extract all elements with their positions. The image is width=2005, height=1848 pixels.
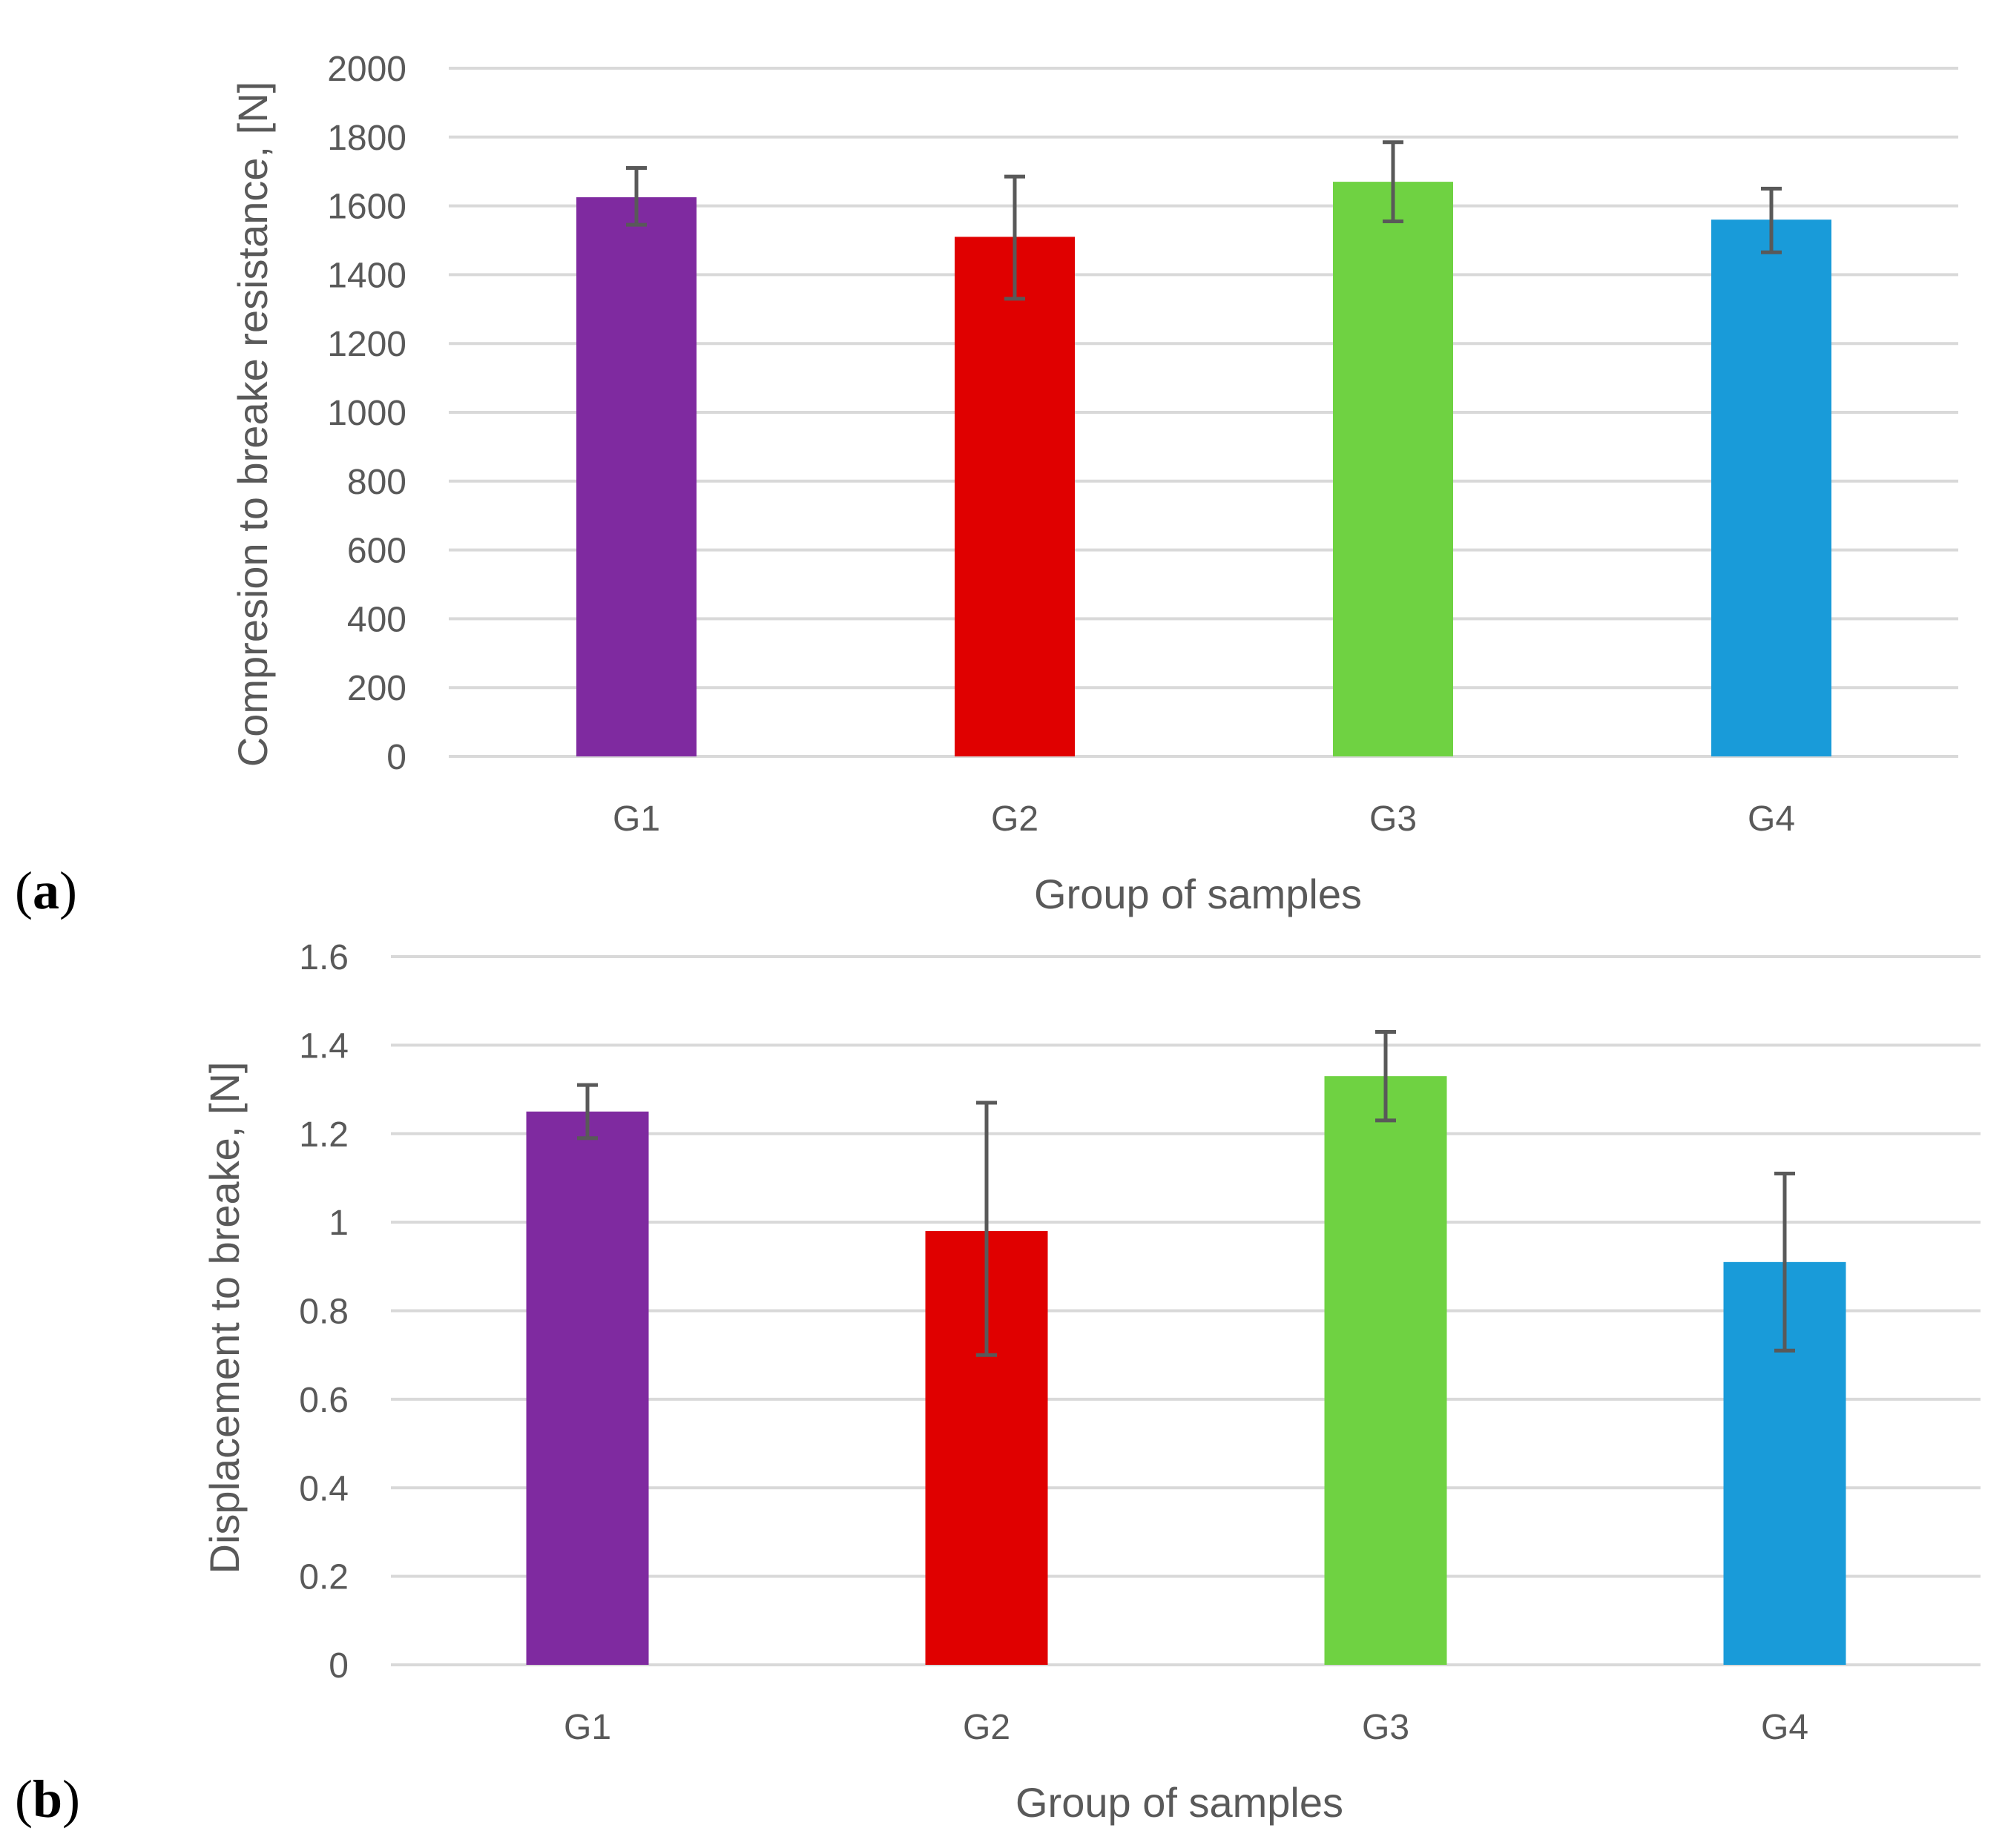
x-tick-label-g1: G1 (613, 799, 660, 839)
error-bar-g4 (1774, 1171, 1795, 1353)
y-tick-label: 1400 (327, 256, 406, 295)
y-tick-label: 600 (347, 532, 406, 571)
y-tick-label: 2000 (327, 50, 406, 89)
error-bar-g2 (1004, 174, 1025, 301)
bar-g1 (526, 1111, 649, 1665)
y-tick-label: 1.4 (299, 1026, 349, 1066)
error-bar-g2 (976, 1100, 997, 1357)
error-bars-a (626, 140, 1782, 301)
y-axis-title-b: Displacement to breake, [N] (201, 1062, 248, 1574)
bar-g3 (1324, 1076, 1447, 1665)
y-tick-label: 0.8 (299, 1293, 349, 1332)
chart-panel-a: 0 200 400 600 800 1000 1200 1400 1600 1800 2000 G1… (15, 50, 1958, 920)
y-tick-labels-b: 0 0.2 0.4 0.6 0.8 1 1.2 1.4 1.6 (299, 938, 349, 1686)
x-axis-title-b: Group of samples (1015, 1779, 1343, 1826)
y-tick-label: 800 (347, 463, 406, 502)
y-axis-title-a: Compresion to breake resistance, [N] (229, 82, 276, 767)
panel-label-b: (b) (15, 1769, 80, 1829)
x-tick-labels-b: G1 G2 G3 G4 (564, 1708, 1808, 1747)
y-tick-label: 1800 (327, 119, 406, 158)
y-tick-labels-a: 0 200 400 600 800 1000 1200 1400 1600 1800 2000 (327, 50, 406, 777)
y-tick-label: 1.2 (299, 1115, 349, 1155)
y-tick-label: 1200 (327, 325, 406, 364)
y-tick-label: 400 (347, 600, 406, 639)
bars-a (576, 182, 1831, 756)
y-tick-label: 0.4 (299, 1469, 349, 1508)
bars-b (526, 1076, 1846, 1665)
bar-g4 (1711, 220, 1831, 756)
error-bars-b (577, 1029, 1795, 1357)
x-tick-label-g4: G4 (1761, 1708, 1808, 1747)
error-bar-g4 (1761, 186, 1782, 254)
error-bar-g1 (626, 166, 647, 227)
x-tick-label-g4: G4 (1748, 799, 1795, 839)
y-tick-label: 1000 (327, 394, 406, 433)
x-tick-label-g3: G3 (1362, 1708, 1409, 1747)
y-tick-label: 1.6 (299, 938, 349, 977)
error-bar-g3 (1375, 1029, 1396, 1123)
chart-panel-b: 0 0.2 0.4 0.6 0.8 1 1.2 1.4 1.6 G1 G2 G3 G4 Displac… (15, 938, 1981, 1829)
y-tick-label: 200 (347, 669, 406, 708)
x-tick-label-g2: G2 (991, 799, 1038, 839)
panel-label-b-letter: b (33, 1769, 62, 1829)
x-tick-labels-a: G1 G2 G3 G4 (613, 799, 1795, 839)
y-tick-label: 0 (386, 738, 406, 777)
bar-g1 (576, 197, 697, 756)
y-tick-label: 0 (329, 1646, 349, 1686)
x-tick-label-g3: G3 (1369, 799, 1417, 839)
bar-g3 (1333, 182, 1453, 756)
x-tick-label-g2: G2 (963, 1708, 1010, 1747)
gridlines-a (449, 67, 1958, 758)
y-tick-label: 0.2 (299, 1558, 349, 1597)
x-tick-label-g1: G1 (564, 1708, 611, 1747)
y-tick-label: 1 (329, 1204, 349, 1243)
panel-label-a-letter: a (33, 861, 59, 920)
y-tick-label: 1600 (327, 188, 406, 227)
error-bar-g1 (577, 1083, 598, 1141)
gridlines-b (391, 955, 1981, 1666)
x-axis-title-a: Group of samples (1034, 871, 1362, 917)
bar-g2 (955, 237, 1075, 756)
y-tick-label: 0.6 (299, 1381, 349, 1420)
panel-label-a: (a) (15, 861, 77, 920)
error-bar-g3 (1383, 140, 1403, 223)
